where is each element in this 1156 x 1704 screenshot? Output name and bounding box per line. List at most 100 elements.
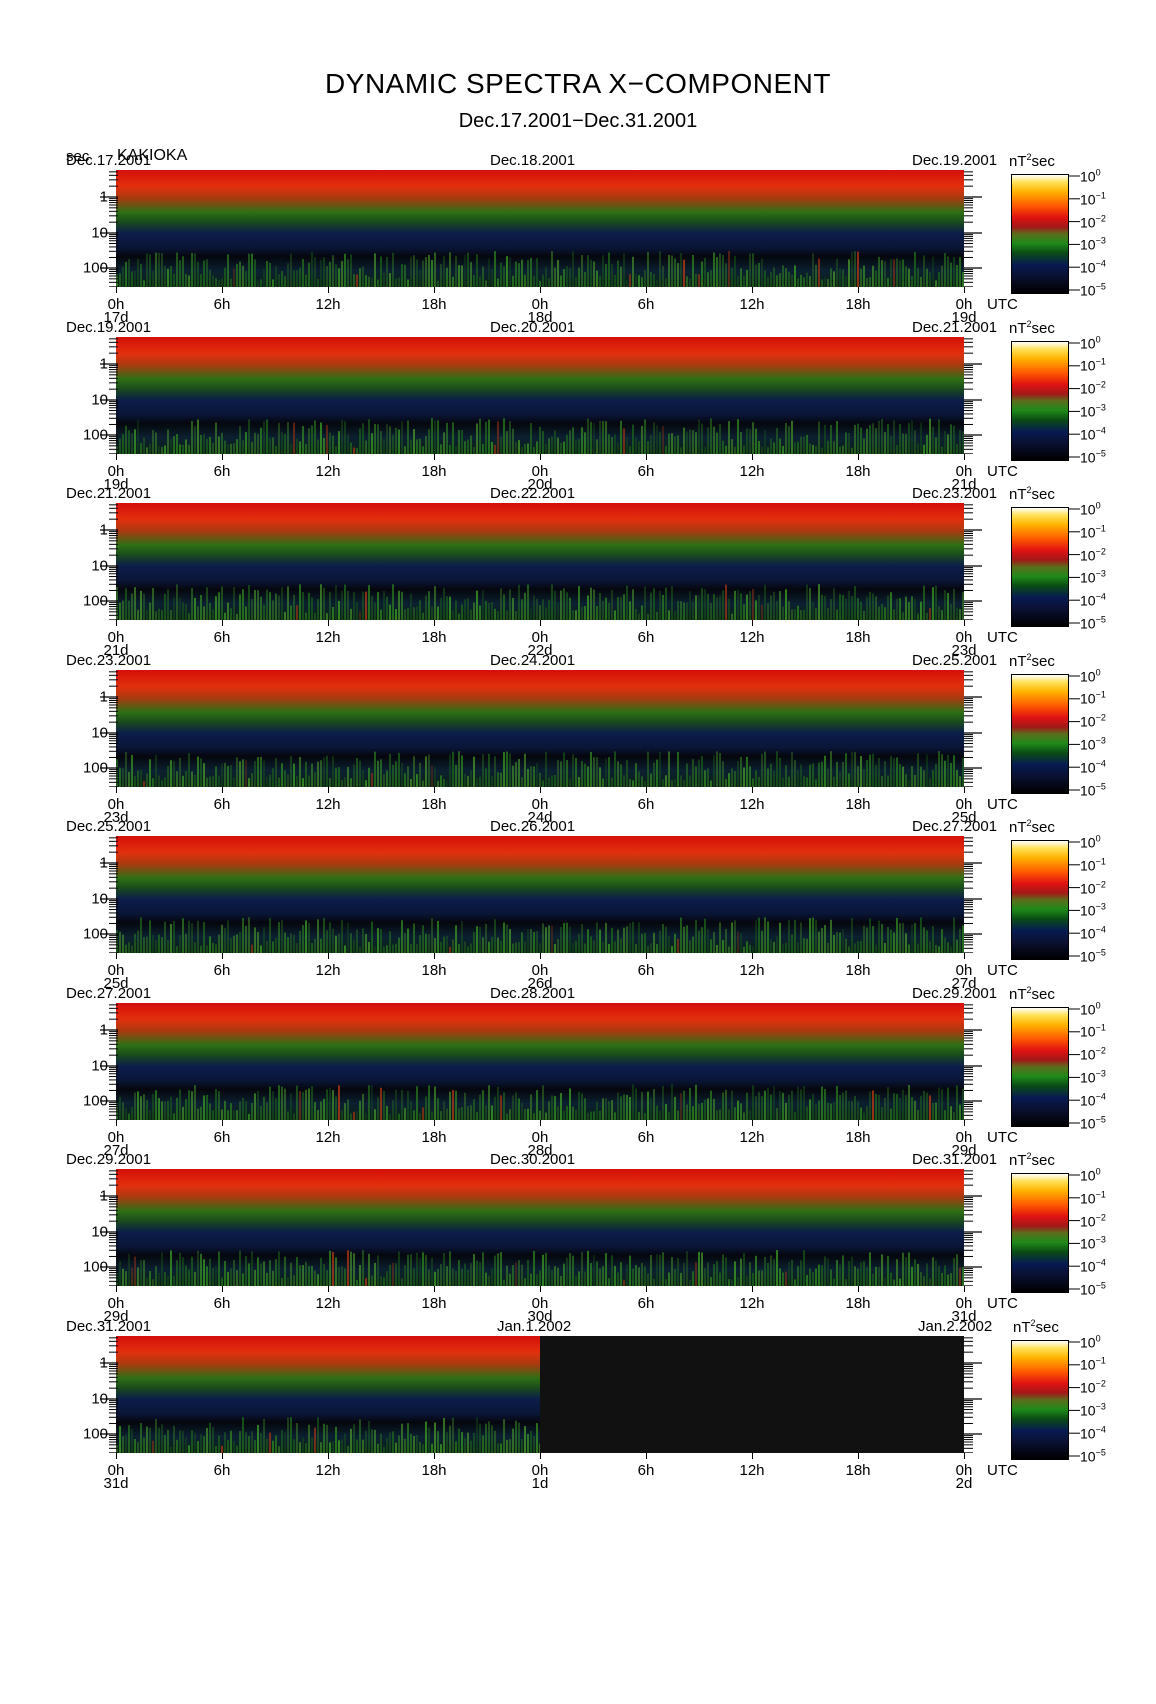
activity-burst (203, 922, 205, 953)
activity-burst (371, 432, 373, 454)
activity-burst (302, 1437, 304, 1453)
activity-burst (173, 760, 175, 787)
activity-burst (578, 586, 580, 620)
colorbar-tick-label: 10−3 (1080, 1068, 1106, 1085)
activity-burst (122, 1435, 124, 1453)
unit-base: nT (1009, 319, 1027, 337)
activity-burst (164, 776, 166, 787)
activity-burst (521, 259, 523, 287)
activity-burst (692, 1271, 694, 1286)
activity-burst (257, 1090, 259, 1120)
activity-burst (731, 768, 733, 787)
activity-burst (428, 591, 430, 620)
activity-burst (587, 765, 589, 787)
activity-burst (230, 764, 232, 787)
activity-burst (686, 925, 688, 953)
x-tick-label: 0h (955, 795, 973, 813)
activity-burst (479, 927, 481, 953)
activity-burst (164, 1272, 166, 1286)
tick-exponent: −3 (1095, 901, 1106, 912)
x-tick-label: 6h (213, 1128, 231, 1146)
activity-burst (815, 445, 817, 454)
activity-burst (809, 588, 811, 620)
x-axis: 0h 6h 12h 18h 0h 6h 12h 18h 0h 21d 22d 23d (103, 620, 977, 660)
activity-burst (875, 944, 877, 953)
activity-burst (461, 920, 463, 953)
activity-burst (728, 251, 730, 287)
activity-burst (254, 432, 256, 454)
activity-burst (665, 926, 667, 953)
activity-burst (614, 433, 616, 454)
x-tick-mark (540, 1119, 541, 1126)
activity-burst (542, 1254, 544, 1286)
activity-burst (122, 1101, 124, 1120)
activity-burst (515, 1262, 517, 1286)
activity-burst (677, 1258, 679, 1286)
activity-burst (365, 591, 367, 620)
activity-burst (689, 278, 691, 287)
activity-burst (266, 776, 268, 787)
activity-burst (143, 1093, 145, 1120)
activity-layer (116, 917, 964, 953)
activity-burst (665, 278, 667, 287)
activity-burst (800, 1088, 802, 1120)
x-tick-mark (434, 953, 435, 959)
activity-burst (440, 1443, 442, 1453)
x-tick-label: 0h (955, 629, 973, 646)
activity-burst (551, 251, 553, 287)
activity-burst (233, 1109, 235, 1120)
activity-burst (944, 589, 946, 620)
activity-burst (392, 584, 394, 620)
activity-burst (389, 1264, 391, 1286)
activity-burst (194, 942, 196, 953)
unit-base: nT (1009, 1152, 1027, 1169)
activity-burst (218, 279, 220, 287)
activity-burst (620, 596, 622, 620)
colorbar-ticks (1068, 675, 1080, 790)
activity-burst (335, 1257, 337, 1286)
activity-burst (818, 1264, 820, 1286)
activity-burst (161, 779, 163, 787)
activity-burst (419, 438, 421, 454)
activity-burst (536, 598, 538, 620)
activity-burst (299, 267, 301, 287)
activity-burst (827, 767, 829, 787)
activity-burst (593, 422, 595, 454)
activity-burst (215, 277, 217, 287)
colorbar-tick-label: 10−2 (1080, 1379, 1106, 1396)
activity-burst (359, 1418, 361, 1453)
activity-burst (362, 422, 364, 454)
unit-exponent: 2 (1026, 152, 1032, 162)
unit-base: nT (1009, 153, 1027, 170)
activity-burst (761, 930, 763, 953)
activity-layer (116, 417, 964, 454)
activity-burst (245, 271, 247, 287)
activity-burst (602, 941, 604, 953)
colorbar (1011, 673, 1069, 794)
activity-burst (686, 276, 688, 287)
activity-burst (455, 255, 457, 287)
activity-burst (329, 261, 331, 287)
activity-burst (548, 278, 550, 287)
activity-burst (950, 1105, 952, 1120)
activity-burst (602, 1266, 604, 1286)
activity-burst (410, 778, 412, 787)
activity-burst (959, 775, 961, 787)
activity-burst (620, 420, 622, 454)
tick-exponent: −1 (1095, 356, 1106, 367)
y-tick-label: 100 (82, 1425, 108, 1442)
activity-burst (824, 755, 826, 787)
activity-burst (155, 940, 157, 953)
tick-base: 10 (1080, 214, 1096, 231)
activity-burst (935, 280, 937, 287)
activity-burst (608, 944, 610, 953)
activity-burst (152, 1440, 154, 1453)
activity-burst (509, 257, 511, 287)
x-tick-mark (434, 1286, 435, 1292)
x-day-label: 21d (951, 475, 977, 493)
spectrogram (116, 669, 964, 787)
activity-burst (539, 943, 541, 953)
activity-burst (179, 260, 181, 287)
activity-burst (503, 751, 505, 787)
x-tick-label: 0h (107, 1128, 125, 1146)
